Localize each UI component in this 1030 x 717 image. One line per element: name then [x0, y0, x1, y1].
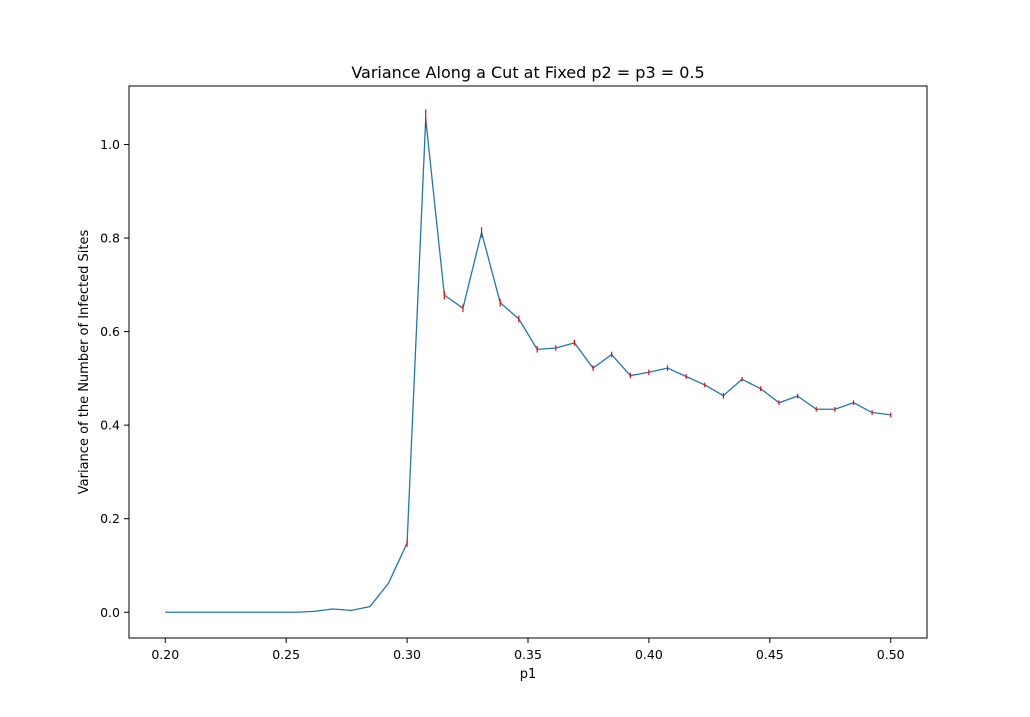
x-tick-label: 0.45 — [756, 647, 784, 662]
x-axis-label: p1 — [520, 667, 537, 682]
y-tick-label: 0.4 — [100, 418, 120, 433]
x-tick-label: 0.25 — [272, 647, 300, 662]
x-tick-label: 0.40 — [635, 647, 663, 662]
y-tick-label: 1.0 — [100, 137, 120, 152]
x-tick-label: 0.50 — [877, 647, 905, 662]
series-line — [165, 118, 891, 613]
axes-frame — [128, 85, 928, 639]
y-tick-label: 0.2 — [100, 511, 120, 526]
ticks-layer: 0.20 0.25 0.30 0.35 0.40 0.45 0.50 0.0 0.2 0.4 0.6… — [100, 137, 905, 662]
x-tick-label: 0.35 — [514, 647, 542, 662]
y-tick-label: 0.6 — [100, 324, 120, 339]
x-tick-label: 0.30 — [393, 647, 421, 662]
y-tick-label: 0.0 — [100, 605, 120, 620]
y-axis-label: Variance of the Number of Infected Sites — [77, 230, 92, 495]
y-tick-label: 0.8 — [100, 231, 120, 246]
chart-title: Variance Along a Cut at Fixed p2 = p3 = … — [351, 63, 704, 82]
plot-layer — [165, 109, 892, 613]
x-tick-label: 0.20 — [151, 647, 179, 662]
